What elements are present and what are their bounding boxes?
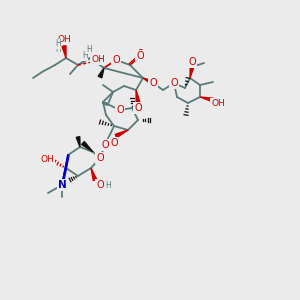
Text: O: O [149, 78, 157, 88]
Text: OH: OH [211, 98, 225, 107]
Polygon shape [190, 67, 194, 78]
Text: O: O [96, 153, 104, 163]
Text: O: O [170, 78, 178, 88]
Text: OH: OH [57, 35, 71, 44]
Text: H: H [82, 52, 88, 61]
Polygon shape [143, 78, 154, 85]
Text: O: O [110, 138, 118, 148]
Polygon shape [62, 46, 66, 58]
Text: N: N [58, 180, 66, 190]
Text: H: H [55, 46, 61, 55]
Polygon shape [91, 168, 97, 181]
Text: H: H [55, 40, 61, 49]
Polygon shape [98, 68, 104, 78]
Text: O: O [170, 78, 178, 88]
Polygon shape [82, 142, 93, 152]
Text: OH: OH [91, 56, 105, 64]
Polygon shape [76, 136, 80, 147]
Text: H: H [105, 181, 111, 190]
Text: O: O [136, 49, 144, 59]
Text: OH: OH [40, 155, 54, 164]
Polygon shape [200, 97, 213, 102]
Text: O: O [149, 78, 157, 88]
Text: O: O [101, 140, 109, 150]
Text: O: O [96, 180, 104, 190]
Text: O: O [101, 140, 109, 150]
Text: H: H [86, 44, 92, 53]
Text: O: O [112, 55, 120, 65]
Polygon shape [136, 90, 140, 102]
Text: O: O [188, 57, 196, 67]
Text: O: O [112, 55, 120, 65]
Polygon shape [115, 130, 128, 138]
Text: N: N [58, 180, 66, 190]
Text: O: O [116, 105, 124, 115]
Text: O: O [134, 103, 142, 113]
Text: O: O [116, 105, 124, 115]
Text: O: O [188, 57, 196, 67]
Text: O: O [136, 51, 144, 61]
Text: O: O [96, 153, 104, 163]
